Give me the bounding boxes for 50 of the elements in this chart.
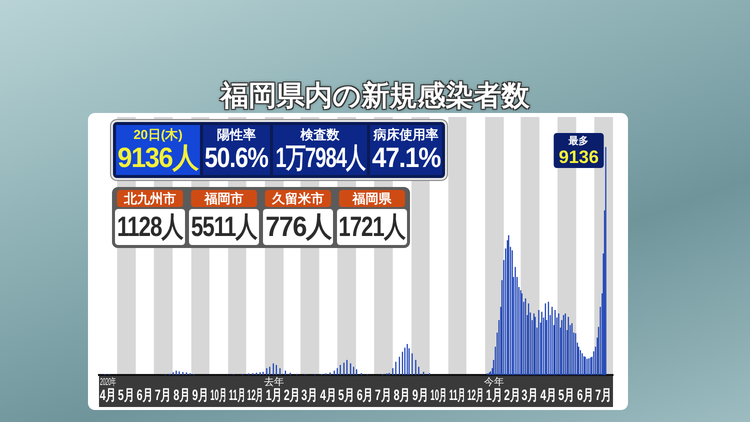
x-tick-label: 11月 (449, 386, 466, 404)
x-tick-label: 8月 (394, 386, 410, 404)
annotation: 福岡市 (204, 190, 244, 206)
annotation: 1128人 (117, 211, 183, 243)
annotation: 1万7984人 (275, 142, 365, 173)
annotation: 今年 (484, 376, 504, 388)
x-tick-label: 7月 (374, 386, 392, 404)
x-tick-label: 7月 (154, 386, 172, 404)
x-tick-label: 5月 (118, 386, 134, 404)
x-tick-label: 5月 (338, 386, 355, 404)
x-tick-label: 10月 (430, 386, 447, 404)
annotation: 9136 (558, 146, 599, 167)
x-tick-label: 12月 (246, 386, 264, 404)
x-tick-label: 4月 (320, 386, 336, 404)
annotation: 5511人 (191, 211, 257, 243)
text: 病床使用率 (374, 127, 438, 143)
x-tick-label: 4月 (540, 386, 557, 404)
annotation: 50.6% (204, 142, 268, 173)
text: 陽性率 (217, 127, 256, 143)
annotation: 776人 (265, 211, 331, 243)
x-tick-label: 7月 (595, 386, 612, 404)
annotation: 北九州市 (124, 190, 176, 206)
x-tick-label: 10月 (210, 386, 227, 404)
x-tick-label: 11月 (228, 386, 246, 404)
annotation: 最多 (568, 134, 589, 147)
x-tick-label: 6月 (136, 386, 154, 404)
text: 検査数 (300, 127, 340, 143)
x-tick-label: 2月 (284, 386, 300, 404)
x-tick-label: 9月 (192, 386, 209, 404)
x-tick-label: 3月 (301, 386, 318, 404)
annotation: 去年 (264, 376, 284, 388)
x-tick-label: 1月 (266, 386, 282, 404)
x-tick-label: 3月 (521, 386, 538, 404)
x-tick-label: 4月 (100, 386, 116, 404)
annotation: 福岡県 (352, 190, 392, 206)
x-tick-label: 1月 (486, 386, 502, 404)
x-tick-label: 6月 (577, 386, 594, 404)
annotation: 2020年 (100, 376, 116, 388)
x-tick-label: 8月 (173, 386, 190, 404)
chart-title: 福岡県内の新規感染者数 (218, 80, 530, 112)
x-tick-label: 6月 (356, 386, 374, 404)
x-tick-label: 5月 (558, 386, 575, 404)
text: 20日(木) (133, 127, 183, 143)
annotation: 久留米市 (272, 190, 324, 206)
x-tick-label: 12月 (467, 386, 484, 404)
annotation: 1721人 (338, 211, 406, 243)
annotation: 47.1% (372, 142, 440, 173)
x-tick-label: 9月 (412, 386, 429, 404)
annotation: 9136人 (118, 142, 198, 173)
x-tick-label: 2月 (504, 386, 520, 404)
